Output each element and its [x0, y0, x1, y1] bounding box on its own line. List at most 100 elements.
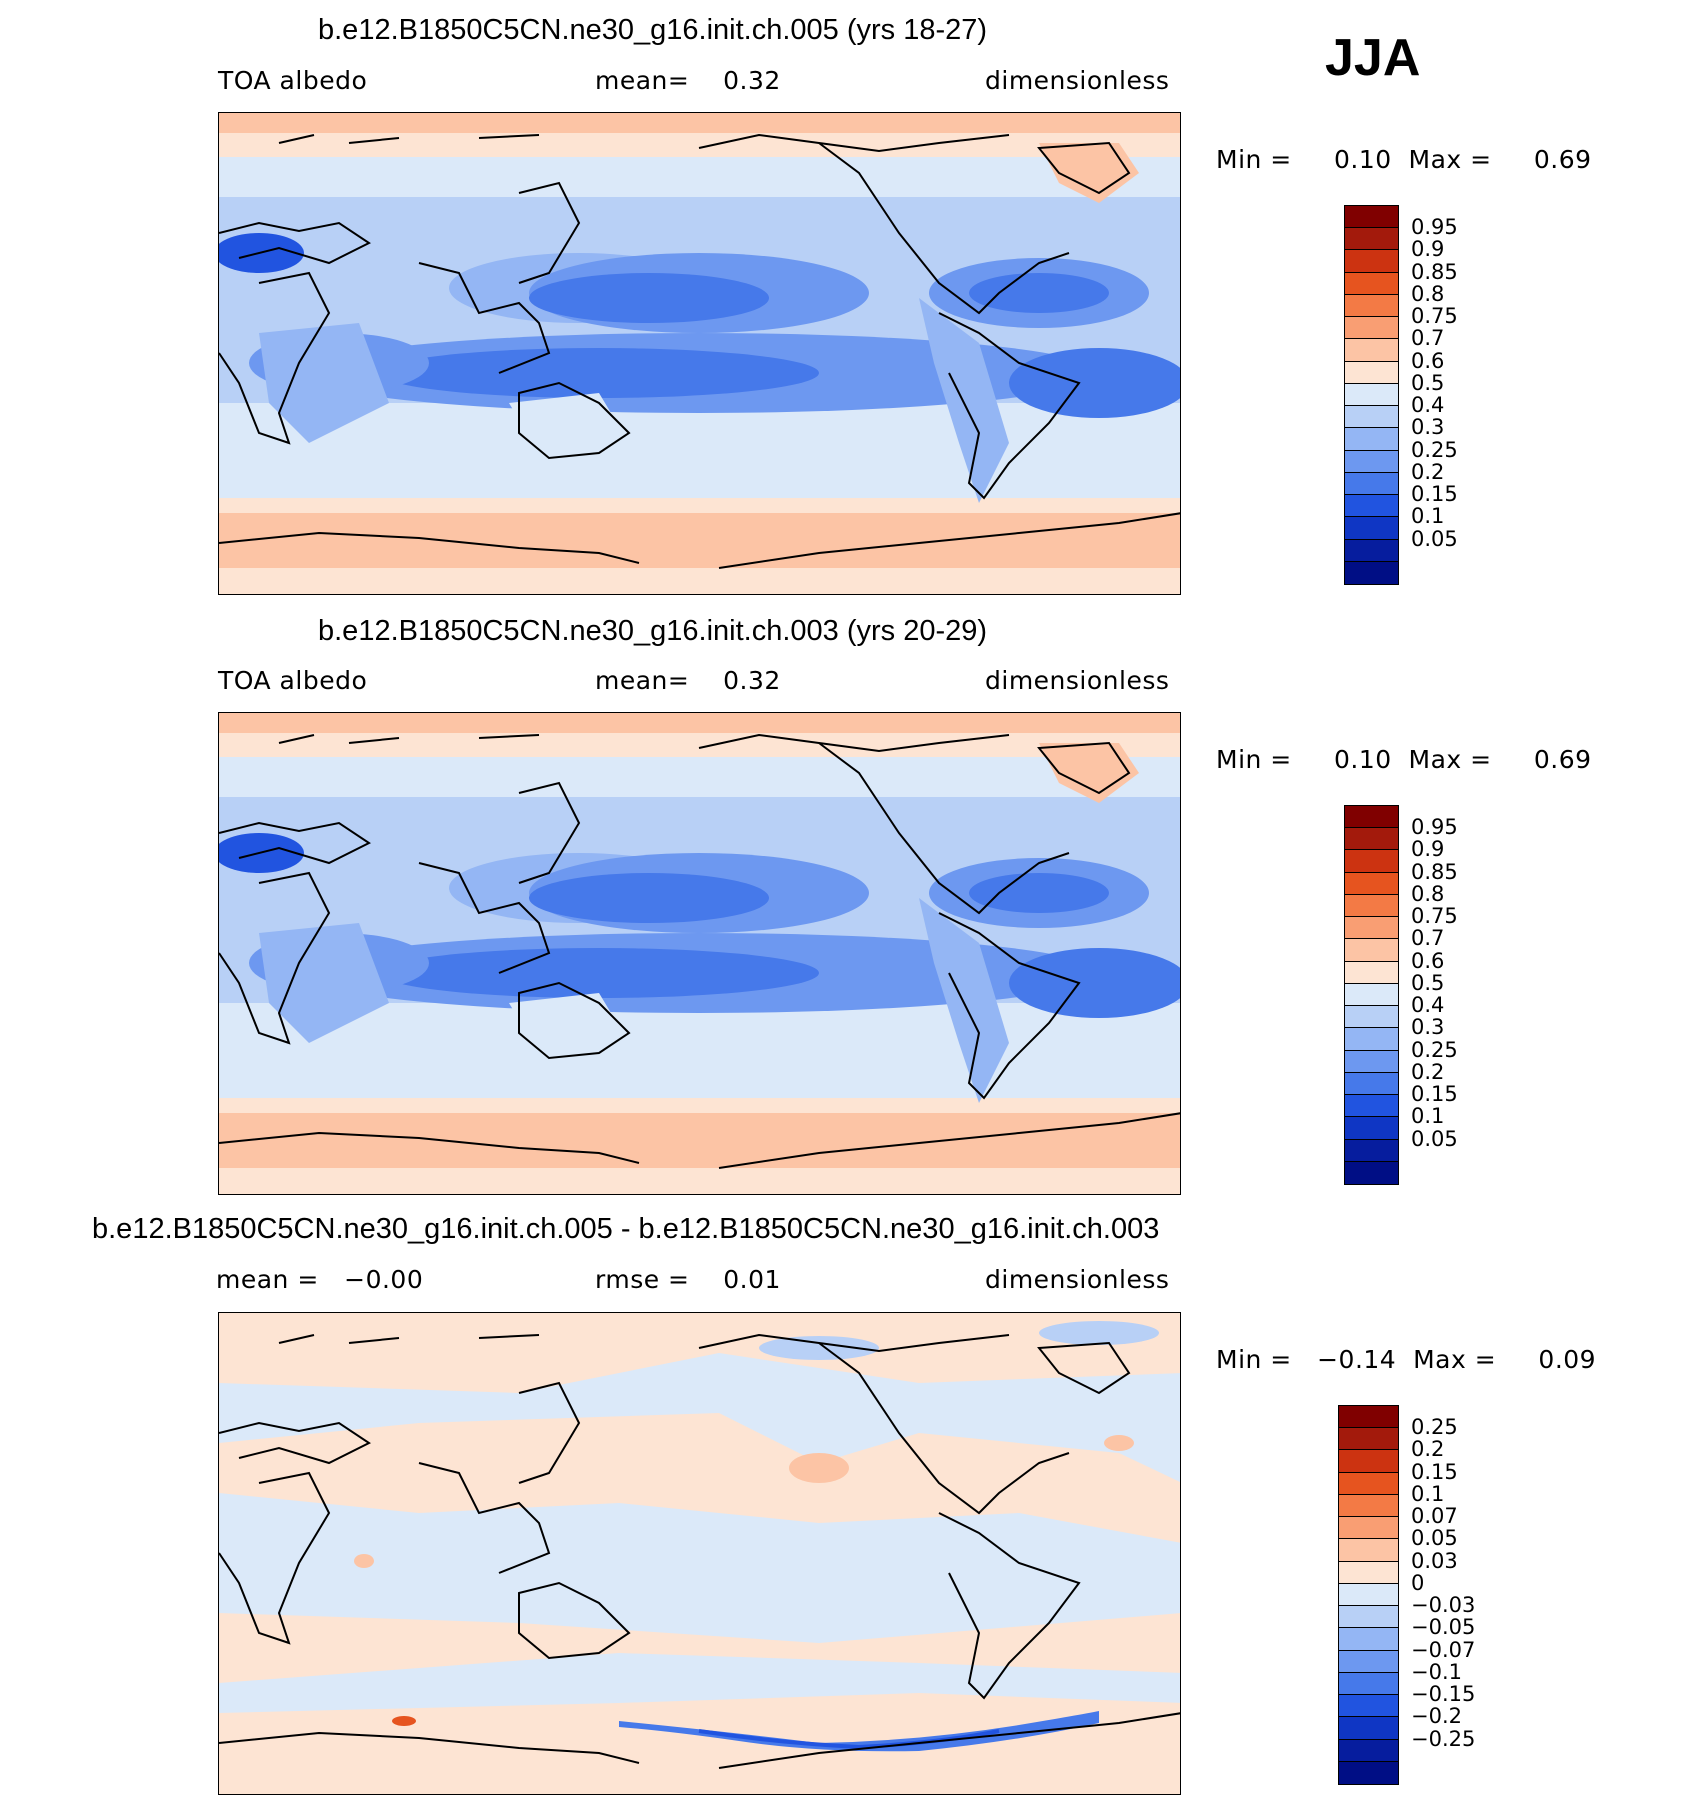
colorbar-tick-label: 0.25 [1411, 1037, 1458, 1062]
colorbar-swatch [1345, 917, 1398, 940]
colorbar-swatch [1345, 539, 1398, 562]
colorbar-tick-label: −0.07 [1411, 1637, 1476, 1662]
colorbar-tick-label: −0.05 [1411, 1615, 1476, 1640]
colorbar-tick-label: 0.2 [1411, 1437, 1445, 1462]
colorbar-swatch [1339, 1561, 1398, 1584]
panel-1-map [218, 112, 1181, 595]
colorbar-swatch [1345, 1095, 1398, 1118]
colorbar-swatch [1345, 361, 1398, 384]
panel-3-rmse-label: rmse = 0.01 [595, 1265, 781, 1294]
panel-3-map-field [219, 1313, 1180, 1794]
panel-1-variable-label: TOA albedo [218, 66, 368, 95]
colorbar-swatch [1345, 428, 1398, 451]
panel-2-variable-label: TOA albedo [218, 666, 368, 695]
colorbar-tick-label: 0.4 [1411, 393, 1445, 418]
colorbar-swatch [1345, 1028, 1398, 1051]
panel-2-mean-label: mean= 0.32 [595, 666, 781, 695]
colorbar-swatch [1339, 1494, 1398, 1518]
panel-1-title: b.e12.B1850C5CN.ne30_g16.init.ch.005 (yr… [318, 14, 988, 46]
colorbar-tick-label: 0.15 [1411, 482, 1458, 507]
colorbar-tick-label: 0.95 [1411, 815, 1458, 840]
colorbar-swatch [1345, 894, 1398, 918]
panel-2-title: b.e12.B1850C5CN.ne30_g16.init.ch.003 (yr… [318, 615, 988, 647]
colorbar-swatch [1345, 495, 1398, 518]
colorbar-swatch [1345, 1139, 1398, 1162]
colorbar-tick-label: −0.15 [1411, 1682, 1476, 1707]
panel-1-minmax: Min = 0.10 Max = 0.69 [1216, 145, 1592, 174]
colorbar-tick-label: 0.5 [1411, 370, 1445, 395]
colorbar-swatch [1339, 1583, 1398, 1607]
colorbar-swatch [1339, 1628, 1398, 1651]
colorbar-tick-label: 0.07 [1411, 1504, 1458, 1529]
colorbar-swatch [1345, 450, 1398, 473]
colorbar-swatch [1345, 872, 1398, 895]
colorbar-tick-label: 0.85 [1411, 259, 1458, 284]
colorbar-swatch [1345, 228, 1398, 251]
colorbar-tick-label: 0.1 [1411, 1104, 1445, 1129]
panel-3-mean-label: mean = −0.00 [216, 1265, 424, 1294]
colorbar-tick-label: 0.05 [1411, 1126, 1458, 1151]
colorbar-swatch [1345, 406, 1398, 429]
colorbar-tick-label: 0.6 [1411, 348, 1445, 373]
panel-2-map-field [219, 713, 1180, 1194]
panel-2-minmax: Min = 0.10 Max = 0.69 [1216, 745, 1592, 774]
panel-2-map [218, 712, 1181, 1195]
colorbar-swatch [1345, 1161, 1398, 1184]
colorbar-tick-label: 0.9 [1411, 237, 1445, 262]
colorbar-swatch [1345, 561, 1398, 584]
colorbar-swatch [1345, 1117, 1398, 1140]
colorbar-tick-label: 0.05 [1411, 526, 1458, 551]
colorbar-swatch [1339, 1450, 1398, 1473]
colorbar-swatch [1345, 383, 1398, 407]
panel-2-units-label: dimensionless [985, 666, 1170, 695]
colorbar-swatch [1339, 1695, 1398, 1718]
colorbar-tick-label: −0.03 [1411, 1593, 1476, 1618]
colorbar-swatch [1345, 339, 1398, 362]
colorbar-tick-label: 0.95 [1411, 215, 1458, 240]
colorbar-swatch [1339, 1406, 1398, 1429]
colorbar-tick-label: −0.25 [1411, 1726, 1476, 1751]
colorbar-swatch [1345, 317, 1398, 340]
colorbar-tick-label: 0.85 [1411, 859, 1458, 884]
colorbar-tick-label: −0.1 [1411, 1659, 1462, 1684]
colorbar-swatch [1339, 1650, 1398, 1673]
colorbar-tick-label: 0.03 [1411, 1548, 1458, 1573]
panel-3-colorbar [1338, 1405, 1399, 1785]
panel-3-units-label: dimensionless [985, 1265, 1170, 1294]
colorbar-tick-label: 0.6 [1411, 948, 1445, 973]
colorbar-swatch [1345, 272, 1398, 295]
colorbar-tick-label: 0.3 [1411, 415, 1445, 440]
colorbar-tick-label: 0.75 [1411, 304, 1458, 329]
colorbar-swatch [1345, 939, 1398, 962]
colorbar-tick-label: −0.2 [1411, 1704, 1462, 1729]
colorbar-tick-label: 0.15 [1411, 1459, 1458, 1484]
colorbar-swatch [1339, 1717, 1398, 1740]
colorbar-tick-label: 0 [1411, 1570, 1425, 1595]
panel-1-colorbar [1344, 205, 1399, 585]
season-label: JJA [1325, 29, 1421, 87]
colorbar-tick-label: 0.7 [1411, 326, 1445, 351]
colorbar-tick-label: 0.9 [1411, 837, 1445, 862]
colorbar-swatch [1345, 1006, 1398, 1029]
colorbar-swatch [1345, 983, 1398, 1007]
colorbar-swatch [1345, 250, 1398, 273]
colorbar-tick-label: 0.2 [1411, 459, 1445, 484]
colorbar-tick-label: 0.3 [1411, 1015, 1445, 1040]
colorbar-tick-label: 0.05 [1411, 1526, 1458, 1551]
colorbar-swatch [1345, 828, 1398, 851]
panel-1-units-label: dimensionless [985, 66, 1170, 95]
colorbar-tick-label: 0.8 [1411, 881, 1445, 906]
colorbar-swatch [1339, 1739, 1398, 1762]
panel-1-map-field [219, 113, 1180, 594]
colorbar-swatch [1345, 206, 1398, 229]
colorbar-swatch [1345, 806, 1398, 829]
colorbar-swatch [1345, 850, 1398, 873]
colorbar-tick-label: 0.25 [1411, 1415, 1458, 1440]
colorbar-swatch [1339, 1606, 1398, 1629]
panel-3-map [218, 1312, 1181, 1795]
panel-1-mean-label: mean= 0.32 [595, 66, 781, 95]
colorbar-swatch [1345, 472, 1398, 496]
colorbar-swatch [1339, 1539, 1398, 1562]
colorbar-tick-label: 0.7 [1411, 926, 1445, 951]
colorbar-tick-label: 0.5 [1411, 970, 1445, 995]
